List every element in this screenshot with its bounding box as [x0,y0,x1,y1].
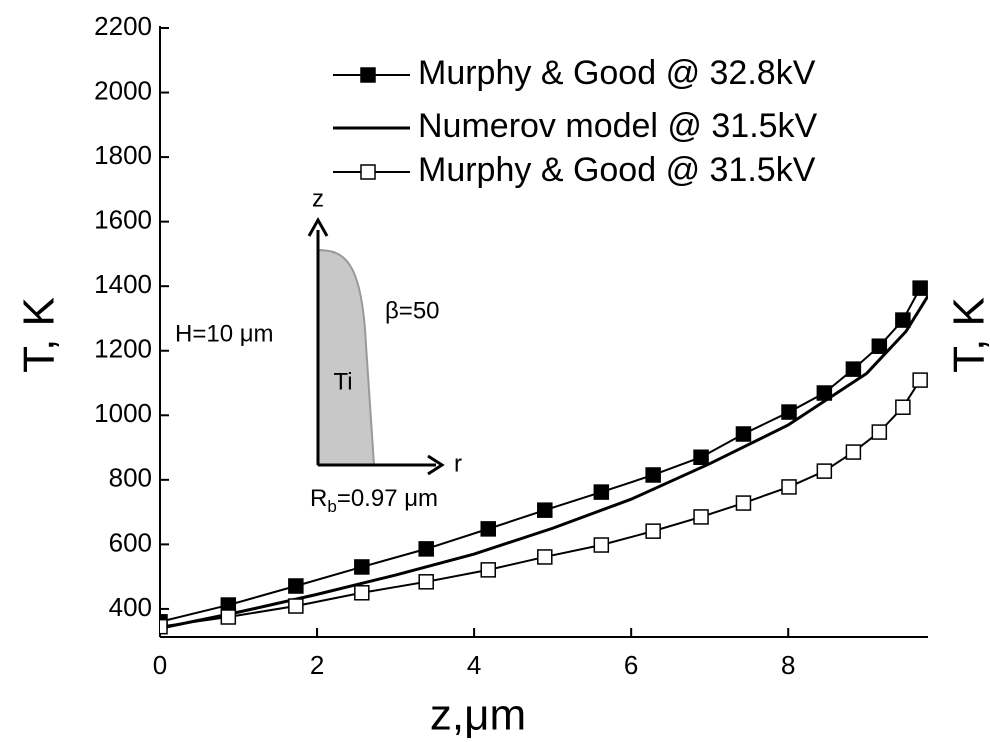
marker [735,426,752,442]
inset-label: Ti [333,368,352,395]
x-tick-label: 4 [467,650,481,680]
marker [480,562,496,578]
marker [816,463,833,479]
marker [845,361,862,377]
legend-label: Numerov model @ 31.5kV [418,107,818,145]
marker [781,479,797,495]
y-tick-label: 400 [109,592,152,622]
marker [912,372,928,388]
marker [418,574,434,590]
y-tick-label: 2000 [94,75,152,105]
inset-label: H=10 μm [175,320,274,347]
inset-diagram: z r Ti H=10 μm β=50 Rb=0.97 μm [175,185,462,516]
y-axis-title: T, K [15,297,64,373]
inset-label: r [454,450,462,477]
legend-marker [360,164,376,180]
y-tick-label: 1400 [94,269,152,299]
marker [912,280,928,296]
tip-shape [317,248,376,466]
marker [593,537,610,553]
y-tick-label: 600 [109,527,152,557]
inset-arrow [427,454,445,476]
marker [288,578,304,594]
legend-label: Murphy & Good @ 31.5kV [418,151,816,189]
legend-label: Murphy & Good @ 32.8kV [418,54,816,92]
inset-label: Rb=0.97 μm [310,485,438,516]
x-axis-title: z,μm [430,691,526,740]
y-tick-label: 2200 [94,11,152,41]
x-tick-label: 8 [781,650,795,680]
x-tick-label: 2 [310,650,324,680]
marker [645,523,661,539]
marker [160,618,168,635]
y-tick-label: 1600 [94,205,152,235]
legend-marker [360,67,376,83]
marker [895,312,911,328]
marker [593,484,610,500]
marker [645,467,661,483]
y-axis-title-right: T, K [945,297,990,373]
marker [845,444,862,460]
series-line [160,287,922,623]
y-tick-label: 1800 [94,140,152,170]
marker [693,449,709,465]
marker [693,509,709,525]
y-tick-label: 800 [109,463,152,493]
marker [220,609,237,625]
inset-arrow [307,216,329,237]
y-tick-label: 1200 [94,334,152,364]
marker [288,598,304,614]
plot-area [160,280,928,635]
marker [480,521,496,537]
marker [537,549,553,565]
y-tick-label: 1000 [94,398,152,428]
marker [781,404,797,420]
x-tick-label: 6 [624,650,638,680]
inset-label-part: =0.97 μm [337,485,438,512]
inset-label: β=50 [385,297,440,324]
marker [537,502,553,518]
marker [354,585,370,601]
marker [418,541,434,557]
series-line [160,295,928,630]
x-tick-label: 0 [153,650,167,680]
marker [895,399,911,415]
marker [354,559,370,575]
marker [871,338,888,354]
inset-label-part: b [327,497,336,516]
marker [735,495,752,511]
marker [871,424,888,440]
inset-label-part: R [310,485,327,512]
inset-label: z [312,185,324,212]
